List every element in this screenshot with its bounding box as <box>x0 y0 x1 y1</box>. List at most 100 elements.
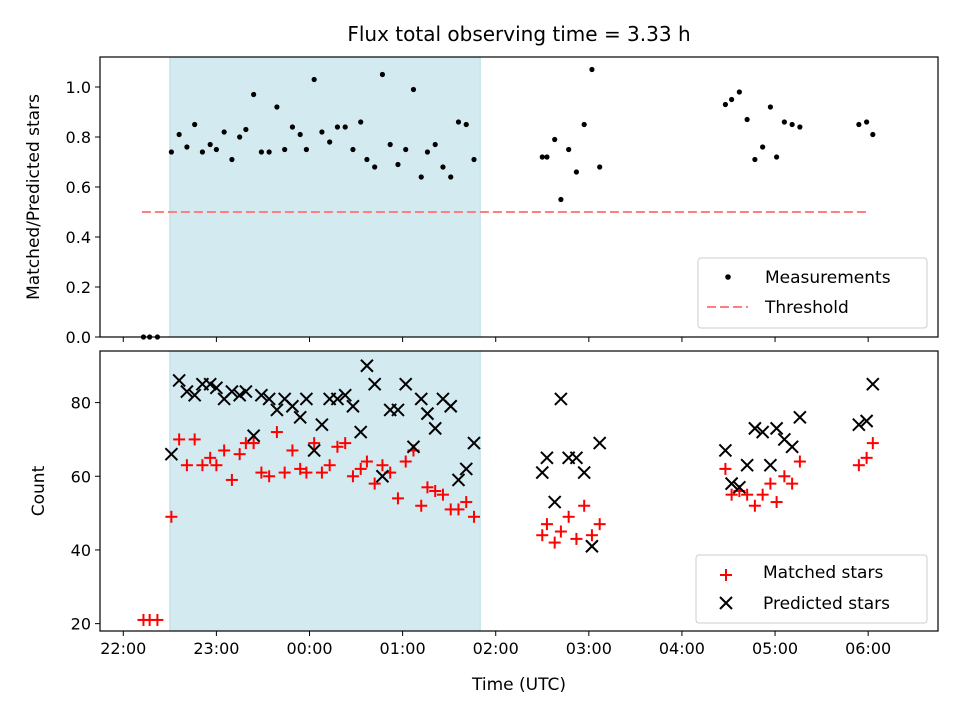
legend-predicted-marker <box>719 596 733 610</box>
predicted-stars-point <box>346 399 360 413</box>
bottom-x-tick-label: 06:00 <box>845 639 891 658</box>
matched-stars-point <box>578 499 591 512</box>
measurements-point <box>213 146 219 153</box>
measurements-point <box>237 134 243 140</box>
measurements-point <box>176 131 182 138</box>
bottom-y-tick-label: 40 <box>71 541 91 560</box>
top-panel: 0.0 0.2 0.4 0.6 0.8 1.0 Matched/Predicted sta… <box>24 56 939 347</box>
measurements-point <box>752 156 758 163</box>
measurements-point <box>432 141 438 148</box>
measurements-point <box>781 119 787 125</box>
matched-stars-point <box>173 433 186 446</box>
measurements-point <box>471 156 477 163</box>
bottom-panel: 22:00 23:00 00:00 01:00 02:00 03:00 04:00 05:00… <box>29 350 939 695</box>
measurements-point <box>168 149 174 155</box>
measurements-point <box>573 169 580 175</box>
measurements-point <box>403 146 409 153</box>
matched-stars-point <box>554 525 567 538</box>
measurements-point <box>364 156 370 163</box>
predicted-stars-point <box>859 414 874 428</box>
top-plot-area <box>140 56 876 340</box>
predicted-stars-point <box>172 373 186 388</box>
measurements-point <box>372 164 378 170</box>
bottom-y-tick-label: 80 <box>71 394 91 413</box>
matched-stars-point <box>376 459 389 472</box>
bottom-legend-box <box>695 554 928 624</box>
measurements-point <box>597 164 603 170</box>
top-y-tick-label: 0.0 <box>66 328 91 347</box>
measurements-point <box>289 124 296 130</box>
predicted-stars-point <box>592 436 607 450</box>
measurements-point <box>463 121 469 128</box>
predicted-stars-point <box>428 421 442 436</box>
measurements-point <box>418 174 424 180</box>
matched-stars-point <box>585 529 598 542</box>
top-y-tick-label: 0.4 <box>66 228 91 247</box>
matched-stars-point <box>294 462 307 475</box>
predicted-stars-point <box>467 436 481 450</box>
predicted-stars-point <box>270 403 284 417</box>
predicted-stars-point <box>535 465 549 480</box>
bottom-y-tick-label: 60 <box>71 467 91 486</box>
predicted-stars-point <box>262 392 276 406</box>
measurements-point <box>424 149 431 155</box>
matched-stars-point <box>548 536 561 549</box>
chart-title: Flux total observing time = 3.33 h <box>347 22 690 46</box>
matched-stars-point <box>368 477 381 490</box>
measurements-point <box>243 126 249 133</box>
matched-stars-point <box>286 444 299 457</box>
predicted-stars-point <box>740 458 754 472</box>
matched-stars-point <box>346 470 359 483</box>
measurements-point <box>539 154 545 160</box>
matched-stars-point <box>786 477 799 490</box>
predicted-stars-point <box>299 392 314 406</box>
measurements-point <box>760 144 766 150</box>
predicted-stars-point <box>285 399 300 413</box>
matched-stars-point <box>593 518 606 531</box>
predicted-stars-point <box>203 377 217 391</box>
predicted-stars-point <box>232 388 247 402</box>
matched-stars-point <box>165 510 178 523</box>
matched-stars-point <box>354 462 367 475</box>
matched-stars-point <box>852 459 865 472</box>
measurements-point <box>327 139 333 145</box>
measurements-point <box>350 146 356 153</box>
matched-stars-point <box>540 518 553 531</box>
predicted-stars-point <box>793 410 807 425</box>
bottom-y-axis-label: Count <box>29 465 49 516</box>
bottom-x-tick-label: 03:00 <box>566 639 612 658</box>
top-y-tick-label: 0.6 <box>66 178 91 197</box>
matched-stars-point <box>421 481 434 494</box>
bottom-y-tick-label: 20 <box>71 615 91 634</box>
predicted-stars-point <box>180 384 194 399</box>
matched-stars-point <box>247 437 260 450</box>
matched-stars-point <box>415 499 428 512</box>
legend-threshold-label: Threshold <box>764 298 849 318</box>
measurements-point <box>448 174 454 180</box>
measurements-point <box>864 119 870 125</box>
matched-stars-point <box>225 473 238 486</box>
bottom-plot-area <box>137 350 880 632</box>
predicted-stars-point <box>547 495 562 509</box>
predicted-stars-point <box>406 440 421 454</box>
predicted-stars-point <box>315 417 329 432</box>
matched-stars-point <box>860 451 873 464</box>
predicted-stars-point <box>293 410 307 425</box>
matched-stars-point <box>793 455 806 468</box>
matched-stars-point <box>204 451 217 464</box>
top-axis-ticks: 0.0 0.2 0.4 0.6 0.8 1.0 <box>66 78 869 347</box>
measurements-point <box>297 131 303 138</box>
measurements-point <box>358 119 364 125</box>
predicted-stars-point <box>391 403 405 417</box>
top-legend: Measurements Threshold <box>697 257 928 329</box>
matched-stars-point <box>460 496 473 509</box>
matched-stars-point <box>778 470 791 483</box>
predicted-stars-point <box>254 388 269 402</box>
matched-stars-point <box>196 459 209 472</box>
matched-stars-point <box>151 613 164 626</box>
measurements-point <box>767 104 774 110</box>
bottom-x-tick-label: 22:00 <box>100 639 146 658</box>
measurements-point <box>455 119 462 125</box>
top-y-tick-label: 1.0 <box>66 78 91 97</box>
